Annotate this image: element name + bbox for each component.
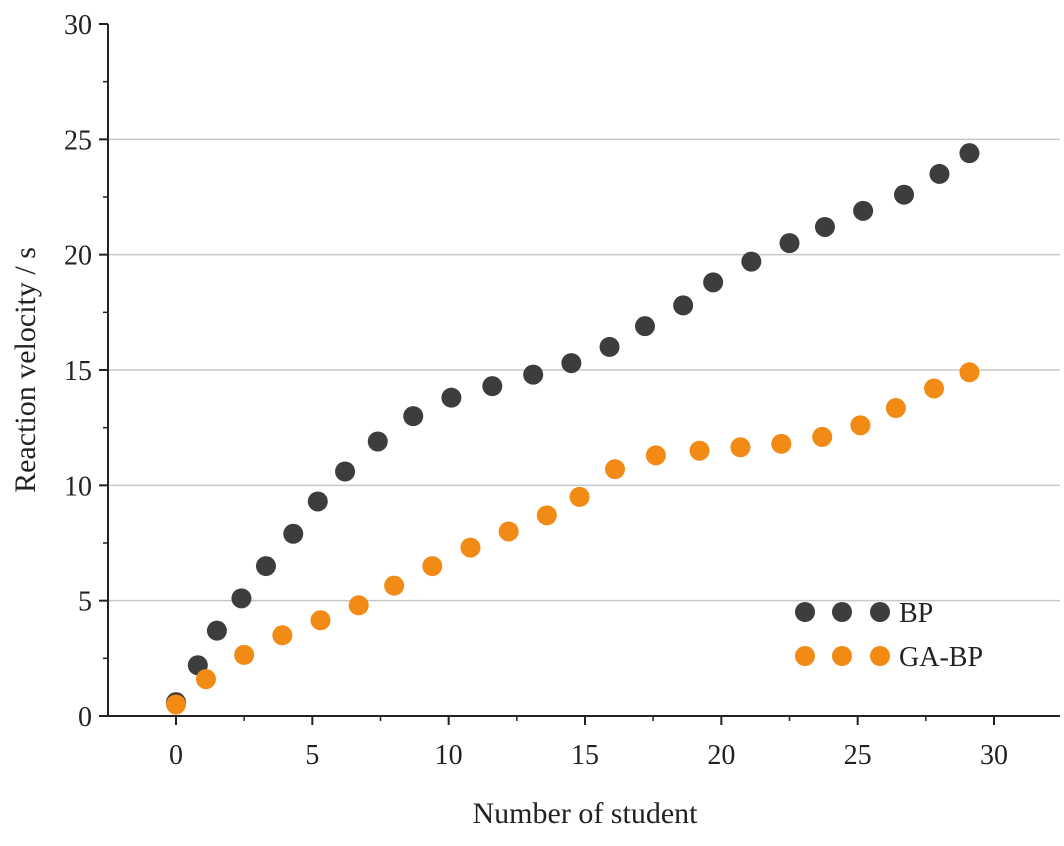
point-ga-bp [850, 415, 871, 436]
y-tick-label: 10 [64, 471, 92, 502]
point-ga-bp [885, 398, 906, 419]
point-ga-bp [272, 625, 293, 646]
legend-label-ga-bp: GA-BP [899, 642, 983, 673]
x-axis-label: Number of student [473, 797, 699, 830]
point-ga-bp [812, 426, 833, 447]
point-ga-bp [422, 556, 443, 577]
x-tick-label: 30 [980, 740, 1008, 771]
ticks: 0 5 10 15 20 25 30 0 5 10 15 20 25 30 [64, 10, 1008, 771]
point-bp [307, 491, 328, 512]
point-ga-bp [234, 644, 255, 665]
point-bp [673, 295, 694, 316]
point-ga-bp [604, 459, 625, 480]
point-bp [561, 353, 582, 374]
point-ga-bp [959, 362, 980, 383]
point-bp [814, 216, 835, 237]
legend: BP GA-BP [795, 598, 983, 673]
point-ga-bp [310, 610, 331, 631]
point-ga-bp [689, 440, 710, 461]
x-tick-label: 10 [435, 740, 463, 771]
point-ga-bp [166, 694, 186, 715]
point-ga-bp [195, 669, 216, 690]
point-bp [206, 620, 227, 641]
x-tick-label: 15 [571, 740, 599, 771]
y-axis-label: Reaction velocity / s [9, 247, 42, 493]
point-ga-bp [348, 595, 369, 616]
legend-marker-bp [870, 602, 890, 622]
legend-marker-bp [832, 602, 852, 622]
x-tick-label: 0 [169, 740, 183, 771]
point-bp [929, 163, 950, 184]
point-ga-bp [460, 537, 481, 558]
point-bp [283, 523, 304, 544]
point-ga-bp [730, 437, 751, 458]
point-bp [634, 316, 655, 337]
point-bp [703, 272, 724, 293]
point-bp [741, 251, 762, 272]
point-ga-bp [384, 575, 405, 596]
y-tick-label: 15 [64, 356, 92, 387]
legend-marker-ga-bp [795, 646, 815, 666]
y-tick-label: 20 [64, 241, 92, 272]
point-bp [335, 461, 356, 482]
point-bp [255, 556, 276, 577]
y-tick-label: 0 [78, 702, 92, 733]
point-ga-bp [569, 486, 590, 507]
point-bp [231, 588, 252, 609]
point-bp [599, 336, 620, 357]
point-bp [779, 233, 800, 254]
point-ga-bp [536, 505, 557, 526]
legend-marker-ga-bp [870, 646, 890, 666]
legend-marker-ga-bp [832, 646, 852, 666]
point-bp [959, 143, 980, 164]
y-tick-label: 5 [78, 587, 92, 618]
x-tick-label: 20 [707, 740, 735, 771]
point-bp [403, 406, 424, 427]
point-bp [853, 200, 874, 221]
point-ga-bp [771, 433, 792, 454]
x-tick-label: 25 [844, 740, 872, 771]
gridlines [108, 138, 1060, 602]
point-bp [523, 364, 544, 385]
point-bp [441, 387, 462, 408]
point-ga-bp [924, 378, 945, 399]
point-bp [482, 376, 503, 397]
point-bp [367, 431, 388, 452]
legend-label-bp: BP [899, 598, 933, 629]
point-ga-bp [645, 445, 666, 466]
point-ga-bp [498, 521, 519, 542]
x-tick-label: 5 [305, 740, 319, 771]
point-bp [894, 184, 915, 205]
y-tick-label: 25 [64, 125, 92, 156]
data-points [166, 143, 980, 715]
legend-marker-bp [795, 602, 815, 622]
y-tick-label: 30 [64, 10, 92, 41]
